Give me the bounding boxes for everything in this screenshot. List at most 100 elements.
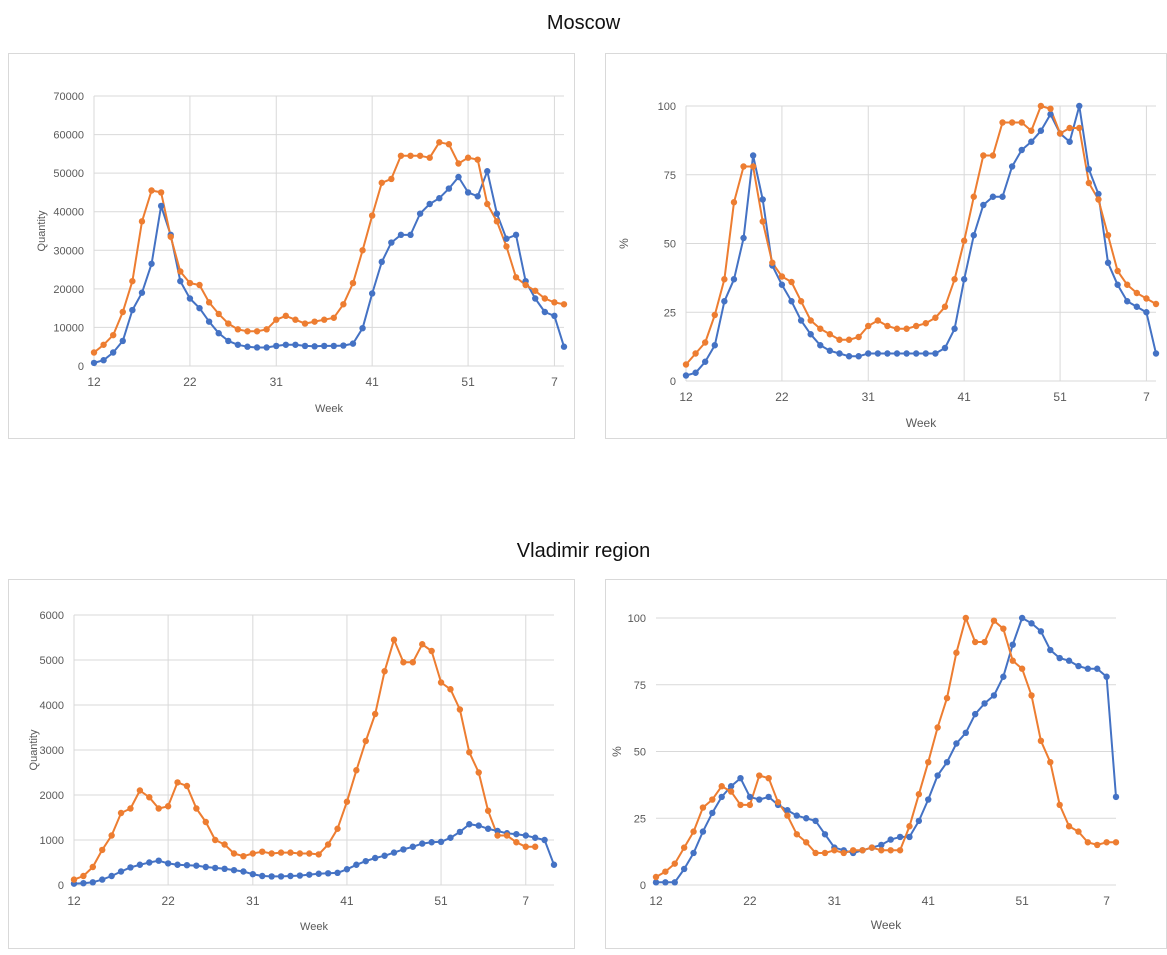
data-point-s1	[340, 301, 347, 308]
data-point-s1	[1018, 119, 1025, 126]
y-tick-label: 0	[670, 376, 676, 388]
data-point-s1	[1075, 828, 1082, 835]
series-line-1	[73, 638, 536, 881]
data-point-s0	[390, 849, 398, 856]
data-point-s0	[887, 836, 894, 843]
data-point-s0	[746, 793, 754, 801]
data-point-s0	[699, 828, 707, 835]
data-point-s1	[989, 152, 997, 159]
data-point-s0	[273, 342, 280, 350]
data-point-s1	[1112, 839, 1120, 846]
data-point-s1	[301, 320, 309, 327]
x-tick-label: 12	[679, 390, 693, 404]
data-point-s0	[282, 341, 290, 348]
x-tick-label: 31	[828, 894, 842, 908]
x-tick-label: 7	[1143, 390, 1150, 404]
data-point-s1	[513, 839, 520, 846]
data-point-s0	[970, 232, 977, 239]
data-point-s1	[960, 237, 968, 244]
data-point-s0	[718, 793, 725, 801]
data-point-s0	[817, 342, 824, 349]
data-point-s0	[522, 832, 529, 839]
data-point-s1	[475, 769, 482, 776]
data-point-s0	[1112, 793, 1120, 801]
data-point-s1	[953, 649, 960, 656]
data-point-s0	[215, 330, 222, 337]
data-point-s0	[388, 239, 395, 246]
data-point-s1	[1124, 281, 1131, 288]
data-point-s0	[709, 809, 716, 817]
data-point-s1	[943, 694, 951, 702]
data-point-s1	[532, 287, 539, 294]
data-point-s1	[416, 152, 424, 159]
data-point-s1	[836, 336, 843, 343]
data-point-s0	[277, 873, 285, 880]
data-point-s0	[148, 260, 155, 267]
data-point-s0	[1076, 102, 1083, 110]
data-point-s0	[157, 202, 165, 210]
x-tick-label: 7	[1103, 894, 1110, 908]
data-point-s0	[205, 318, 213, 325]
data-point-s1	[849, 847, 857, 854]
data-point-s1	[652, 873, 660, 881]
data-point-s0	[324, 870, 332, 877]
data-point-s1	[388, 175, 395, 183]
data-point-s0	[503, 235, 510, 242]
data-point-s1	[1047, 105, 1054, 112]
data-point-s1	[244, 328, 251, 335]
data-point-s0	[826, 347, 834, 354]
data-point-s1	[445, 141, 453, 148]
data-point-s0	[1009, 641, 1016, 648]
data-point-s0	[803, 815, 810, 822]
data-point-s0	[903, 350, 910, 357]
data-point-s0	[989, 193, 997, 200]
series-line-0	[685, 105, 1157, 377]
data-point-s0	[146, 859, 153, 866]
data-point-s1	[721, 276, 728, 283]
data-point-s0	[513, 830, 520, 838]
data-point-s0	[980, 201, 987, 209]
data-point-s1	[155, 805, 162, 812]
y-tick-label: 0	[640, 880, 646, 892]
data-point-s0	[532, 295, 539, 302]
data-point-s1	[522, 281, 529, 289]
data-point-s1	[117, 809, 125, 817]
data-point-s1	[701, 339, 709, 346]
data-point-s0	[1028, 620, 1035, 627]
data-point-s1	[324, 841, 332, 848]
data-point-s0	[560, 343, 568, 350]
data-point-s0	[321, 342, 328, 350]
data-point-s0	[913, 350, 920, 357]
data-point-s1	[893, 325, 901, 332]
data-point-s0	[807, 331, 814, 338]
y-tick-label: 50	[634, 747, 646, 759]
data-point-s1	[859, 847, 866, 854]
data-point-s1	[138, 218, 146, 225]
data-point-s0	[874, 350, 882, 357]
data-point-s0	[119, 337, 126, 345]
data-point-s1	[756, 772, 763, 779]
data-point-s0	[445, 185, 453, 192]
data-point-s0	[371, 854, 379, 862]
data-point-s0	[836, 350, 843, 357]
data-point-s1	[845, 336, 853, 343]
data-point-s1	[157, 189, 165, 196]
data-point-s0	[778, 281, 786, 288]
data-point-s0	[934, 772, 941, 779]
data-point-s1	[263, 326, 270, 333]
chart-moscow-quantity: 0 10000 20000 30000 40000 50000 60000 70000 12 22…	[8, 53, 575, 439]
data-point-s0	[127, 864, 134, 871]
data-point-s1	[426, 154, 433, 161]
data-point-s0	[1104, 259, 1112, 266]
data-point-s0	[981, 700, 988, 707]
data-point-s0	[196, 304, 203, 312]
data-point-s1	[353, 767, 360, 774]
data-point-s0	[249, 871, 257, 878]
data-point-s1	[466, 749, 473, 756]
data-point-s0	[971, 710, 979, 718]
data-point-s1	[1047, 758, 1054, 766]
data-point-s1	[1104, 232, 1112, 239]
y-axis-label: Quantity	[36, 210, 48, 251]
data-point-s0	[962, 729, 969, 737]
data-point-s0	[419, 840, 426, 847]
